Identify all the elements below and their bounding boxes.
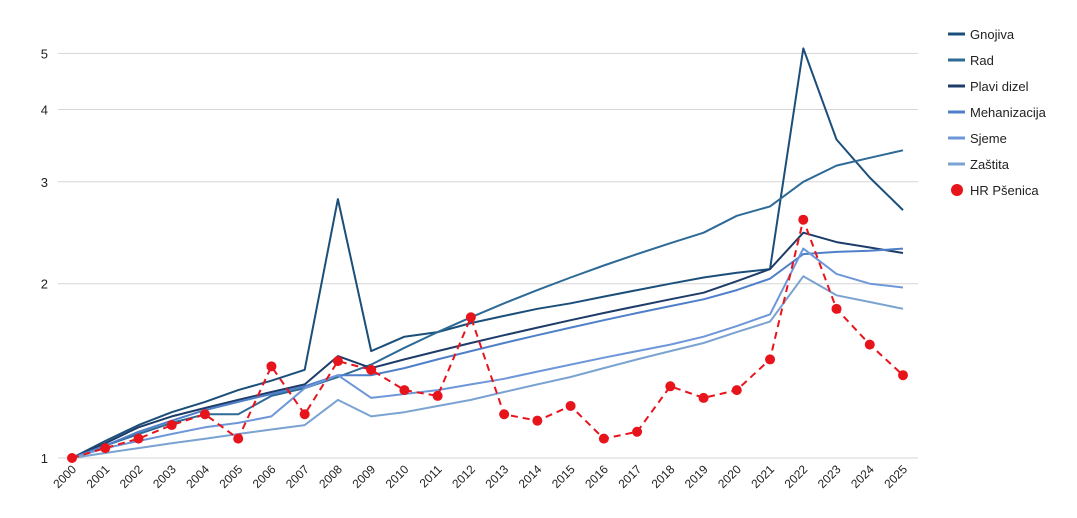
x-tick-label-2020: 2020 xyxy=(715,462,744,491)
legend-label-rad: Rad xyxy=(970,53,994,68)
data-point-hr-pšenica-2005 xyxy=(233,433,244,444)
data-point-hr-pšenica-2011 xyxy=(432,390,443,401)
series-line-rad xyxy=(71,149,904,459)
data-point-hr-pšenica-2002 xyxy=(133,433,144,444)
x-tick-label-2019: 2019 xyxy=(682,462,711,491)
legend-label-hr-pšenica: HR Pšenica xyxy=(970,183,1039,198)
legend-label-sjeme: Sjeme xyxy=(970,131,1007,146)
y-axis-tick-labels: 1 2 3 4 5 xyxy=(41,46,48,466)
data-point-hr-pšenica-2010 xyxy=(399,385,410,396)
data-point-hr-pšenica-2006 xyxy=(266,361,277,372)
data-point-hr-pšenica-2020 xyxy=(731,385,742,396)
x-tick-label-2002: 2002 xyxy=(117,462,146,491)
data-point-hr-pšenica-2024 xyxy=(864,339,875,350)
data-point-hr-pšenica-2015 xyxy=(565,400,576,411)
legend: Gnojiva Rad Plavi dizel Mehanizacija Sjeme Za… xyxy=(948,27,1047,198)
x-tick-label-2008: 2008 xyxy=(316,462,345,491)
data-point-hr-pšenica-2009 xyxy=(366,364,377,375)
x-tick-label-2017: 2017 xyxy=(615,462,644,491)
legend-label-zaštita: Zaštita xyxy=(970,157,1010,172)
data-point-hr-pšenica-2021 xyxy=(765,354,776,365)
x-tick-label-2005: 2005 xyxy=(217,462,246,491)
data-point-hr-pšenica-2012 xyxy=(465,312,476,323)
x-tick-label-2024: 2024 xyxy=(848,462,877,491)
x-tick-label-2012: 2012 xyxy=(449,462,478,491)
series-lines xyxy=(67,47,908,463)
data-point-hr-pšenica-2007 xyxy=(299,409,310,420)
x-tick-label-2022: 2022 xyxy=(782,462,811,491)
series-line-hr-pšenica xyxy=(71,218,904,459)
series-line-sjeme xyxy=(71,247,904,459)
x-tick-label-2011: 2011 xyxy=(417,462,445,490)
data-point-hr-pšenica-2004 xyxy=(199,409,210,420)
data-point-hr-pšenica-2017 xyxy=(632,426,643,437)
x-tick-label-2014: 2014 xyxy=(516,462,545,491)
legend-marker-hr-pšenica xyxy=(951,184,963,196)
data-point-hr-pšenica-2000 xyxy=(67,453,77,463)
data-point-hr-pšenica-2019 xyxy=(698,392,709,403)
x-tick-label-2007: 2007 xyxy=(283,462,312,491)
legend-label-mehanizacija: Mehanizacija xyxy=(970,105,1047,120)
y-tick-label-5: 5 xyxy=(41,46,48,61)
y-tick-label-3: 3 xyxy=(41,175,48,190)
x-tick-label-2013: 2013 xyxy=(482,462,511,491)
x-tick-label-2023: 2023 xyxy=(815,462,844,491)
x-tick-label-2016: 2016 xyxy=(582,462,611,491)
x-tick-label-2001: 2001 xyxy=(84,462,113,491)
legend-label-plavi-dizel: Plavi dizel xyxy=(970,79,1029,94)
x-tick-label-2009: 2009 xyxy=(349,462,378,491)
x-tick-label-2003: 2003 xyxy=(150,462,179,491)
x-tick-label-2010: 2010 xyxy=(383,462,412,491)
data-point-hr-pšenica-2008 xyxy=(332,356,343,367)
x-tick-label-2006: 2006 xyxy=(250,462,279,491)
data-point-hr-pšenica-2023 xyxy=(831,303,842,314)
x-tick-label-2018: 2018 xyxy=(649,462,678,491)
legend-label-gnojiva: Gnojiva xyxy=(970,27,1015,42)
x-tick-label-2025: 2025 xyxy=(881,462,910,491)
y-tick-label-1: 1 xyxy=(41,451,48,466)
y-tick-label-2: 2 xyxy=(41,277,48,292)
data-point-hr-pšenica-2014 xyxy=(532,415,543,426)
y-tick-label-4: 4 xyxy=(41,102,48,117)
data-point-hr-pšenica-2025 xyxy=(898,370,908,381)
data-point-hr-pšenica-2016 xyxy=(598,433,609,444)
x-tick-label-2015: 2015 xyxy=(549,462,578,491)
x-tick-label-2000: 2000 xyxy=(50,462,79,491)
x-axis-tick-labels: 2000 2001 2002 2003 2004 2005 2006 2007 2008 2009… xyxy=(50,462,910,491)
data-point-hr-pšenica-2003 xyxy=(166,420,177,431)
series-line-gnojiva xyxy=(71,47,904,459)
data-point-hr-pšenica-2001 xyxy=(100,443,111,454)
x-tick-label-2021: 2021 xyxy=(748,462,777,491)
x-tick-label-2004: 2004 xyxy=(183,462,212,491)
series-line-zaštita xyxy=(71,275,904,459)
data-point-hr-pšenica-2013 xyxy=(499,409,510,420)
series-line-mehanizacija xyxy=(71,247,904,459)
data-point-hr-pšenica-2018 xyxy=(665,381,676,392)
data-point-hr-pšenica-2022 xyxy=(798,214,809,225)
y-gridlines xyxy=(58,52,918,459)
series-line-plavi-dizel xyxy=(71,231,904,459)
